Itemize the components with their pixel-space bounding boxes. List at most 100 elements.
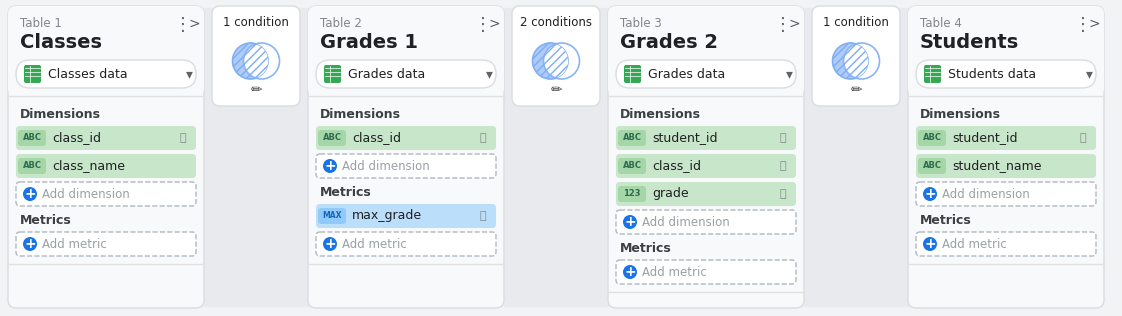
- Text: Students data: Students data: [948, 68, 1036, 81]
- FancyBboxPatch shape: [8, 6, 204, 96]
- Circle shape: [243, 43, 279, 79]
- Text: ▾: ▾: [1086, 67, 1093, 81]
- FancyBboxPatch shape: [18, 130, 46, 146]
- Text: >: >: [188, 17, 201, 31]
- FancyBboxPatch shape: [616, 60, 795, 88]
- FancyBboxPatch shape: [608, 6, 804, 96]
- Text: Table 1: Table 1: [20, 17, 62, 30]
- Text: ABC: ABC: [322, 133, 341, 143]
- Text: Dimensions: Dimensions: [320, 108, 401, 121]
- Text: Add metric: Add metric: [342, 238, 407, 251]
- FancyBboxPatch shape: [616, 182, 795, 206]
- FancyBboxPatch shape: [624, 65, 641, 83]
- Text: ABC: ABC: [623, 161, 642, 171]
- Text: grade: grade: [652, 187, 689, 200]
- Text: ✏: ✏: [250, 83, 261, 97]
- Text: Grades data: Grades data: [649, 68, 725, 81]
- Text: Classes data: Classes data: [48, 68, 128, 81]
- Text: ⋮: ⋮: [174, 16, 192, 34]
- FancyBboxPatch shape: [916, 60, 1096, 88]
- Text: ABC: ABC: [22, 161, 42, 171]
- Text: ✏: ✏: [850, 83, 862, 97]
- FancyBboxPatch shape: [925, 65, 941, 83]
- Text: >: >: [789, 17, 801, 31]
- FancyBboxPatch shape: [916, 182, 1096, 206]
- Text: +: +: [624, 265, 636, 279]
- FancyBboxPatch shape: [324, 65, 341, 83]
- FancyBboxPatch shape: [616, 210, 795, 234]
- Circle shape: [623, 215, 637, 229]
- Text: Table 2: Table 2: [320, 17, 362, 30]
- Text: student_id: student_id: [951, 131, 1018, 144]
- FancyBboxPatch shape: [618, 186, 646, 202]
- FancyBboxPatch shape: [212, 6, 300, 106]
- Text: Metrics: Metrics: [320, 186, 371, 199]
- Circle shape: [533, 43, 569, 79]
- Text: ⛓: ⛓: [480, 211, 487, 221]
- Circle shape: [623, 265, 637, 279]
- Text: ⛓: ⛓: [780, 161, 787, 171]
- Text: Table 4: Table 4: [920, 17, 962, 30]
- FancyBboxPatch shape: [512, 6, 600, 106]
- FancyBboxPatch shape: [318, 208, 346, 224]
- Text: ⛓: ⛓: [780, 189, 787, 199]
- Circle shape: [22, 237, 37, 251]
- FancyBboxPatch shape: [16, 182, 196, 206]
- Circle shape: [833, 43, 868, 79]
- FancyBboxPatch shape: [16, 126, 196, 150]
- FancyBboxPatch shape: [309, 6, 504, 96]
- Text: +: +: [925, 237, 936, 251]
- Circle shape: [543, 43, 579, 79]
- Text: Add dimension: Add dimension: [642, 216, 729, 228]
- Text: +: +: [624, 215, 636, 229]
- Circle shape: [923, 187, 937, 201]
- Text: Add metric: Add metric: [642, 265, 707, 278]
- FancyBboxPatch shape: [318, 130, 346, 146]
- Text: Students: Students: [920, 33, 1019, 52]
- Text: ⋮: ⋮: [1074, 16, 1092, 34]
- Text: ⋮: ⋮: [473, 16, 493, 34]
- FancyBboxPatch shape: [916, 232, 1096, 256]
- Text: class_id: class_id: [352, 131, 401, 144]
- FancyBboxPatch shape: [18, 158, 46, 174]
- FancyBboxPatch shape: [608, 6, 804, 308]
- Text: >: >: [489, 17, 500, 31]
- Text: class_name: class_name: [52, 160, 125, 173]
- Text: ABC: ABC: [22, 133, 42, 143]
- FancyBboxPatch shape: [316, 204, 496, 228]
- Circle shape: [22, 187, 37, 201]
- Text: +: +: [324, 159, 335, 173]
- FancyBboxPatch shape: [918, 130, 946, 146]
- Text: Grades data: Grades data: [348, 68, 425, 81]
- Circle shape: [844, 43, 880, 79]
- Text: Add metric: Add metric: [942, 238, 1006, 251]
- Text: Metrics: Metrics: [920, 214, 972, 227]
- Text: ABC: ABC: [922, 133, 941, 143]
- FancyBboxPatch shape: [616, 260, 795, 284]
- Text: Dimensions: Dimensions: [20, 108, 101, 121]
- FancyBboxPatch shape: [316, 154, 496, 178]
- Circle shape: [323, 237, 337, 251]
- Text: Grades 1: Grades 1: [320, 33, 419, 52]
- Text: Add dimension: Add dimension: [942, 187, 1030, 200]
- Text: +: +: [25, 187, 36, 201]
- Text: ⋮: ⋮: [774, 16, 792, 34]
- FancyBboxPatch shape: [16, 60, 196, 88]
- Text: 1 condition: 1 condition: [223, 16, 289, 29]
- FancyBboxPatch shape: [918, 158, 946, 174]
- Circle shape: [323, 159, 337, 173]
- FancyBboxPatch shape: [309, 6, 504, 308]
- Text: class_id: class_id: [652, 160, 701, 173]
- Text: ⛓: ⛓: [780, 133, 787, 143]
- Text: Grades 2: Grades 2: [620, 33, 718, 52]
- Text: +: +: [925, 187, 936, 201]
- Text: Add dimension: Add dimension: [42, 187, 130, 200]
- Text: Add metric: Add metric: [42, 238, 107, 251]
- Text: ▾: ▾: [486, 67, 493, 81]
- FancyBboxPatch shape: [618, 158, 646, 174]
- Text: 1 condition: 1 condition: [824, 16, 889, 29]
- Text: 2 conditions: 2 conditions: [519, 16, 592, 29]
- Text: Dimensions: Dimensions: [620, 108, 701, 121]
- Circle shape: [923, 237, 937, 251]
- Text: student_id: student_id: [652, 131, 717, 144]
